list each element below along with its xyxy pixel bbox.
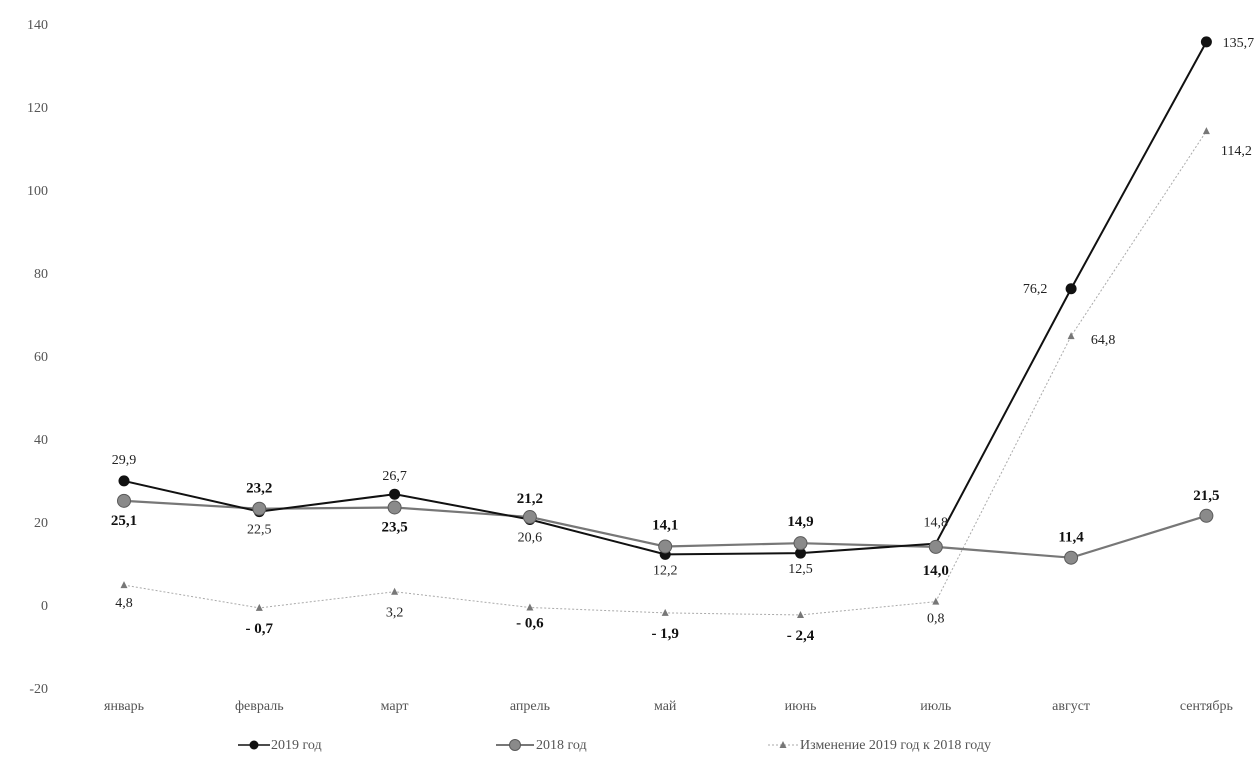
data-label-2019: 20,6	[518, 531, 543, 546]
data-label-2019: 12,2	[653, 563, 678, 578]
data-label-2019: 22,5	[247, 523, 272, 538]
data-label-change: 0,8	[927, 612, 945, 627]
point-change	[1202, 127, 1210, 135]
point-2018	[252, 501, 267, 516]
data-label-2018: 25,1	[111, 513, 137, 529]
legend: 2019 год 2018 год Изменение 2019 год к 201…	[238, 738, 991, 753]
y-tick-label: 60	[34, 350, 48, 365]
legend-marker-2018	[509, 739, 521, 751]
point-change	[932, 597, 940, 605]
data-label-2018: 14,9	[787, 514, 813, 530]
x-category-label: май	[654, 699, 677, 714]
legend-marker-2019	[249, 740, 259, 750]
point-change	[526, 603, 534, 611]
data-label-2019: 26,7	[382, 469, 407, 484]
x-category-label: февраль	[235, 699, 284, 714]
point-change	[797, 610, 804, 618]
series-markers	[117, 36, 1214, 618]
data-label-2018: 23,2	[246, 481, 272, 497]
data-label-2019: 29,9	[112, 453, 137, 468]
x-category-label: август	[1052, 699, 1090, 714]
data-label-2018: 11,4	[1058, 530, 1084, 546]
y-tick-label: 140	[27, 18, 48, 33]
point-change	[120, 581, 128, 589]
point-2018	[1064, 550, 1079, 565]
data-label-2019: 135,7	[1223, 36, 1255, 51]
point-change	[1067, 332, 1075, 340]
point-change	[391, 587, 399, 595]
y-tick-label: -20	[29, 682, 48, 697]
data-label-change: - 1,9	[651, 626, 679, 642]
data-label-2018: 14,1	[652, 517, 678, 533]
legend-label-change: Изменение 2019 год к 2018 году	[800, 738, 991, 753]
x-category-label: июнь	[785, 699, 817, 714]
point-2019	[795, 547, 806, 559]
x-category-label: сентябрь	[1180, 699, 1233, 714]
data-label-2018: 23,5	[381, 519, 407, 535]
legend-label-2018: 2018 год	[536, 738, 587, 753]
y-tick-label: 0	[41, 599, 48, 614]
point-2018	[522, 510, 537, 525]
legend-marker-change	[779, 741, 787, 748]
y-tick-label: 80	[34, 267, 48, 282]
x-category-label: апрель	[510, 699, 550, 714]
data-label-change: 114,2	[1221, 144, 1252, 159]
point-2019	[1200, 36, 1212, 48]
point-2018	[658, 539, 673, 554]
point-2019	[1065, 283, 1077, 295]
y-axis-ticks: 140 120 100 80 60 40 20 0 -20	[27, 18, 48, 697]
point-2019	[389, 488, 401, 500]
data-label-2019: 76,2	[1023, 282, 1048, 297]
point-2019	[118, 475, 130, 487]
x-axis-categories: январь февраль март апрель май июнь июль август…	[104, 699, 1233, 714]
point-2018	[928, 539, 943, 554]
data-label-change: - 2,4	[787, 628, 815, 644]
data-label-change: 64,8	[1091, 333, 1116, 348]
data-labels: 29,9 22,5 26,7 20,6 12,2 12,5 14,8 76,2 135,7 25,…	[111, 36, 1254, 644]
y-tick-label: 120	[27, 101, 48, 116]
x-category-label: март	[381, 699, 409, 714]
data-label-change: - 0,7	[246, 621, 274, 637]
legend-label-2019: 2019 год	[271, 738, 322, 753]
y-tick-label: 20	[34, 516, 48, 531]
data-label-2019: 14,8	[924, 516, 949, 531]
y-tick-label: 40	[34, 433, 48, 448]
series-line-2019	[123, 41, 1208, 556]
data-label-2018: 14,0	[923, 563, 949, 579]
x-category-label: июль	[920, 699, 951, 714]
point-change	[661, 608, 669, 616]
data-label-2019: 12,5	[788, 562, 813, 577]
point-2018	[387, 500, 402, 515]
data-label-2018: 21,2	[517, 491, 543, 507]
point-2018	[793, 536, 808, 551]
data-label-change: - 0,6	[516, 615, 544, 631]
point-change	[255, 603, 263, 611]
data-label-2018: 21,5	[1193, 488, 1219, 504]
data-label-change: 3,2	[386, 606, 404, 621]
point-2018	[117, 493, 131, 508]
y-tick-label: 100	[27, 184, 48, 199]
point-2018	[1199, 508, 1214, 523]
x-category-label: январь	[104, 699, 144, 714]
data-label-change: 4,8	[115, 596, 133, 611]
